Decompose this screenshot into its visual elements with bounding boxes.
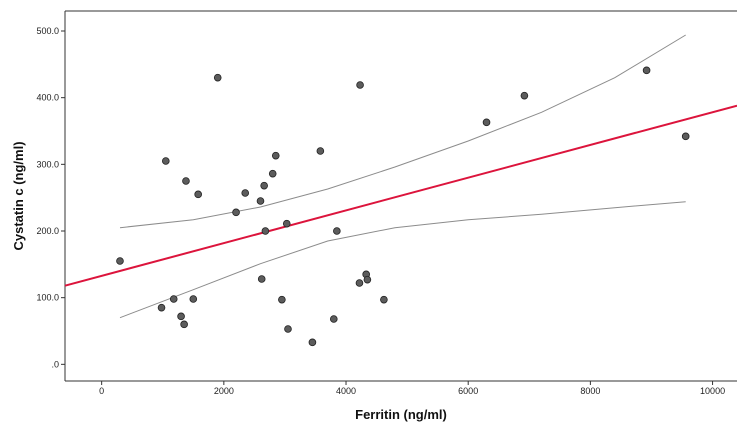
data-point <box>194 190 202 199</box>
x-tick-label: 6000 <box>458 386 478 396</box>
data-point <box>116 257 124 265</box>
y-tick-label: 400.0 <box>36 93 59 103</box>
data-point <box>282 219 291 228</box>
x-tick-label: 0 <box>99 386 104 396</box>
data-point <box>177 312 185 321</box>
data-point <box>232 208 240 217</box>
data-point <box>182 177 190 185</box>
data-point <box>284 325 292 333</box>
data-point <box>520 91 529 100</box>
data-point <box>278 295 286 304</box>
fit-line-layer <box>64 104 737 287</box>
data-point <box>268 169 277 178</box>
data-point <box>380 295 388 304</box>
x-tick-label: 10000 <box>700 386 725 396</box>
data-point <box>162 157 170 165</box>
data-points-layer <box>116 66 690 347</box>
x-axis-ticks: 0 2000 4000 6000 8000 10000 <box>99 381 725 396</box>
data-point <box>333 227 341 235</box>
data-point <box>256 197 265 205</box>
data-point <box>261 227 270 235</box>
y-tick-label: .0 <box>51 359 59 369</box>
data-point <box>180 320 188 329</box>
y-tick-label: 200.0 <box>36 226 59 236</box>
fit-line <box>64 104 737 287</box>
data-point <box>189 295 198 303</box>
data-point <box>681 132 690 141</box>
confidence-band-layer <box>119 34 686 319</box>
data-point <box>157 303 166 312</box>
y-axis-title: Cystatin c (ng/ml) <box>11 141 26 250</box>
data-point <box>169 295 178 303</box>
data-point <box>642 66 651 75</box>
data-point <box>260 181 268 190</box>
data-point <box>308 338 317 347</box>
data-point <box>271 151 280 160</box>
data-point <box>356 81 364 89</box>
y-tick-label: 500.0 <box>36 26 59 36</box>
ci-upper-line <box>119 34 686 229</box>
data-point <box>316 147 325 155</box>
x-tick-label: 4000 <box>336 386 356 396</box>
data-point <box>257 275 266 283</box>
data-point <box>329 315 338 323</box>
data-point <box>355 279 364 287</box>
x-tick-label: 2000 <box>214 386 234 396</box>
y-tick-label: 300.0 <box>36 159 59 169</box>
y-axis-ticks: .0 100.0 200.0 300.0 400.0 500.0 <box>36 26 65 369</box>
ci-lower-line <box>119 201 686 319</box>
x-tick-label: 8000 <box>580 386 600 396</box>
data-point <box>213 73 222 82</box>
y-tick-label: 100.0 <box>36 293 59 303</box>
data-point <box>482 118 491 127</box>
data-point <box>241 189 250 197</box>
x-axis-title: Ferritin (ng/ml) <box>355 407 447 422</box>
data-point <box>363 275 372 284</box>
